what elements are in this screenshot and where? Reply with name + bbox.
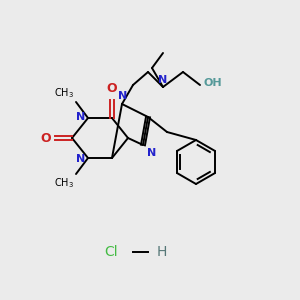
Text: N: N [76,154,85,164]
Text: N: N [76,112,85,122]
Text: N: N [118,91,127,101]
Text: H: H [157,245,167,259]
Text: O: O [107,82,117,95]
Text: O: O [40,131,51,145]
Text: OH: OH [204,78,223,88]
Text: N: N [158,75,168,85]
Text: CH$_3$: CH$_3$ [54,86,74,100]
Text: CH$_3$: CH$_3$ [54,176,74,190]
Text: Cl: Cl [104,245,118,259]
Text: N: N [147,148,156,158]
